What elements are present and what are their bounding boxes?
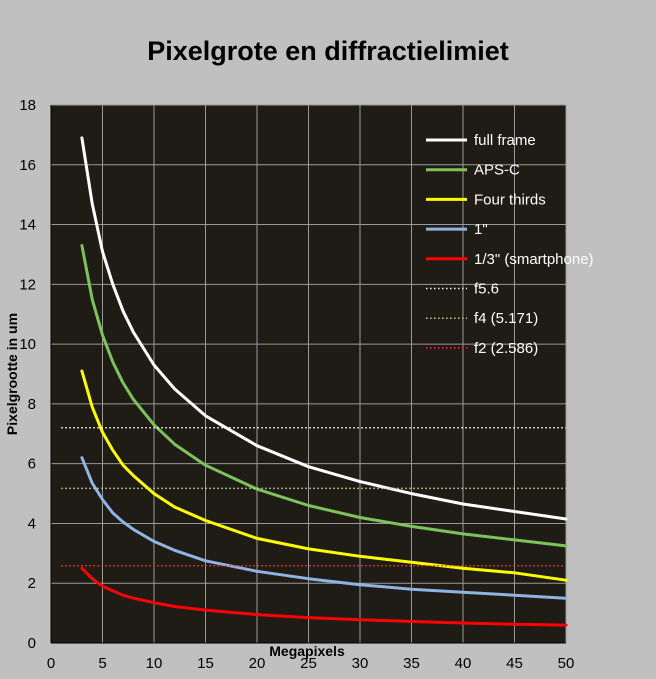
x-tick-label: 30 [352,655,369,672]
x-tick-label: 50 [558,655,575,672]
series-line-2 [80,369,568,582]
x-tick-label: 25 [300,655,317,672]
legend-label-3: 1" [474,221,488,238]
legend-label-4: 1/3" (smartphone) [474,251,594,268]
y-tick-label: 8 [28,396,36,413]
y-tick-label: 18 [19,97,36,114]
legend-label-1: APS-C [474,162,520,179]
x-tick-label: 0 [47,655,55,672]
x-tick-label: 35 [403,655,420,672]
legend-label-5: f5.6 [474,281,499,298]
y-tick-label: 4 [28,515,36,532]
legend-label-2: Four thirds [474,191,546,208]
x-axis-title: Megapixels [269,643,345,659]
x-tick-label: 20 [249,655,266,672]
x-tick-label: 10 [146,655,163,672]
x-tick-label: 45 [506,655,523,672]
y-tick-label: 16 [19,157,36,174]
y-tick-label: 2 [28,575,36,592]
series-line-1 [80,244,568,548]
y-tick-label: 10 [19,336,36,353]
x-tick-label: 5 [98,655,106,672]
chart-title: Pixelgrote en diffractielimiet [147,36,509,66]
legend-label-7: f2 (2.586) [474,340,538,357]
y-tick-label: 0 [28,635,36,652]
series-line-0 [80,136,568,521]
y-axis-title: Pixelgrootte in um [4,313,20,435]
series-line-4 [80,566,568,627]
y-tick-label: 6 [28,456,36,473]
legend-label-0: full frame [474,132,536,149]
x-tick-label: 40 [455,655,472,672]
legend-label-6: f4 (5.171) [474,310,538,327]
y-tick-label: 12 [19,276,36,293]
series-line-3 [80,456,568,600]
x-tick-label: 15 [197,655,214,672]
y-tick-label: 14 [19,217,36,234]
